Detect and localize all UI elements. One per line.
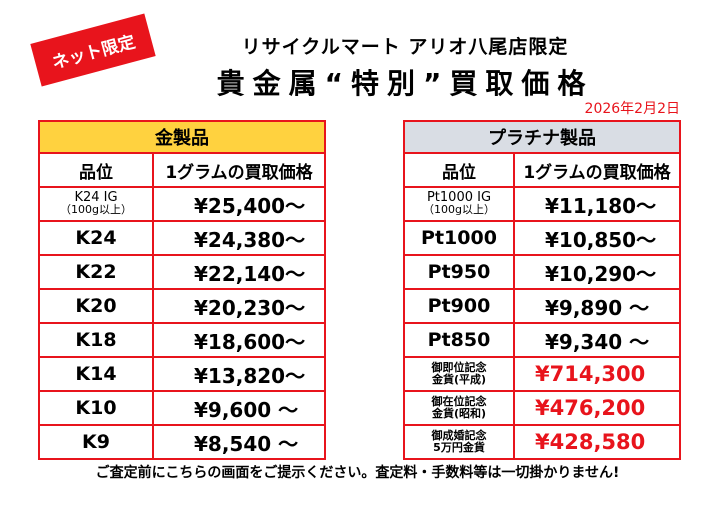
grade-cell: Pt1000 IG （100g以上） <box>403 186 515 222</box>
store-line: リサイクルマート アリオ八尾店限定 <box>241 36 569 58</box>
footer-note: ご査定前にこちらの画面をご提示ください。査定料・手数料等は一切掛かりません! <box>95 465 620 481</box>
date-label: 2026年2月2日 <box>584 101 680 117</box>
price-cell: ¥20,230～ <box>152 288 326 324</box>
coin-name-line: 金貨(昭和) <box>431 407 487 420</box>
grade-cell: K14 <box>38 356 154 392</box>
coin-name-line: 御在位記念 <box>431 395 487 408</box>
grade-cell: Pt950 <box>403 254 515 290</box>
platinum-col-price: 1グラムの買取価格 <box>513 152 681 188</box>
platinum-table-header: プラチナ製品 <box>403 120 681 154</box>
price-cell: ¥13,820～ <box>152 356 326 392</box>
table-row: K20 ¥20,230～ <box>38 288 326 324</box>
grade-cell: K10 <box>38 390 154 426</box>
coin-name-cell: 御在位記念 金貨(昭和) <box>403 390 515 426</box>
gold-table-header: 金製品 <box>38 120 326 154</box>
coin-name-cell: 御即位記念 金貨(平成) <box>403 356 515 392</box>
price-cell: ¥9,890 ～ <box>513 288 681 324</box>
platinum-price-table: プラチナ製品 品位 1グラムの買取価格 Pt1000 IG （100g以上） ¥… <box>403 120 681 460</box>
grade-cell: Pt900 <box>403 288 515 324</box>
coin-price-cell: ¥476,200 <box>513 390 681 426</box>
grade-note: （100g以上） <box>60 203 132 216</box>
coin-name-line: 5万円金貨 <box>433 441 485 454</box>
table-row: K18 ¥18,600～ <box>38 322 326 358</box>
table-row: K14 ¥13,820～ <box>38 356 326 392</box>
price-cell: ¥11,180～ <box>513 186 681 222</box>
grade-cell: K9 <box>38 424 154 460</box>
table-row: K9 ¥8,540 ～ <box>38 424 326 460</box>
gold-col-grade: 品位 <box>38 152 154 188</box>
price-cell: ¥10,850～ <box>513 220 681 256</box>
price-cell: ¥8,540 ～ <box>152 424 326 460</box>
price-cell: ¥24,380～ <box>152 220 326 256</box>
coin-price-cell: ¥428,580 <box>513 424 681 460</box>
gold-col-price: 1グラムの買取価格 <box>152 152 326 188</box>
gold-price-table: 金製品 品位 1グラムの買取価格 K24 IG （100g以上） ¥25,400… <box>38 120 326 460</box>
net-limited-badge: ネット限定 <box>30 13 156 87</box>
coin-name-line: 金貨(平成) <box>431 373 487 386</box>
table-row: 御成婚記念 5万円金貨 ¥428,580 <box>403 424 681 460</box>
table-row: K24 IG （100g以上） ¥25,400～ <box>38 186 326 222</box>
price-cell: ¥25,400～ <box>152 186 326 222</box>
table-row: Pt950 ¥10,290～ <box>403 254 681 290</box>
platinum-col-grade: 品位 <box>403 152 515 188</box>
grade-cell: K20 <box>38 288 154 324</box>
price-cell: ¥22,140～ <box>152 254 326 290</box>
table-row: Pt1000 ¥10,850～ <box>403 220 681 256</box>
grade-name: K24 IG <box>74 190 118 205</box>
table-row: K10 ¥9,600 ～ <box>38 390 326 426</box>
grade-cell: K24 <box>38 220 154 256</box>
table-row: Pt900 ¥9,890 ～ <box>403 288 681 324</box>
price-cell: ¥9,340 ～ <box>513 322 681 358</box>
table-row: 御即位記念 金貨(平成) ¥714,300 <box>403 356 681 392</box>
table-row: 御在位記念 金貨(昭和) ¥476,200 <box>403 390 681 426</box>
grade-cell: K24 IG （100g以上） <box>38 186 154 222</box>
table-row: Pt850 ¥9,340 ～ <box>403 322 681 358</box>
grade-cell: K18 <box>38 322 154 358</box>
grade-cell: Pt850 <box>403 322 515 358</box>
table-row: Pt1000 IG （100g以上） ¥11,180～ <box>403 186 681 222</box>
grade-note: （100g以上） <box>423 203 495 216</box>
grade-cell: K22 <box>38 254 154 290</box>
page-title: 貴金属“特別”買取価格 <box>216 67 594 100</box>
coin-name-line: 御成婚記念 <box>431 429 487 442</box>
grade-name: Pt1000 IG <box>426 190 492 205</box>
grade-cell: Pt1000 <box>403 220 515 256</box>
price-cell: ¥18,600～ <box>152 322 326 358</box>
price-cell: ¥10,290～ <box>513 254 681 290</box>
coin-name-cell: 御成婚記念 5万円金貨 <box>403 424 515 460</box>
price-cell: ¥9,600 ～ <box>152 390 326 426</box>
table-row: K22 ¥22,140～ <box>38 254 326 290</box>
coin-name-line: 御即位記念 <box>431 361 487 374</box>
table-row: K24 ¥24,380～ <box>38 220 326 256</box>
coin-price-cell: ¥714,300 <box>513 356 681 392</box>
